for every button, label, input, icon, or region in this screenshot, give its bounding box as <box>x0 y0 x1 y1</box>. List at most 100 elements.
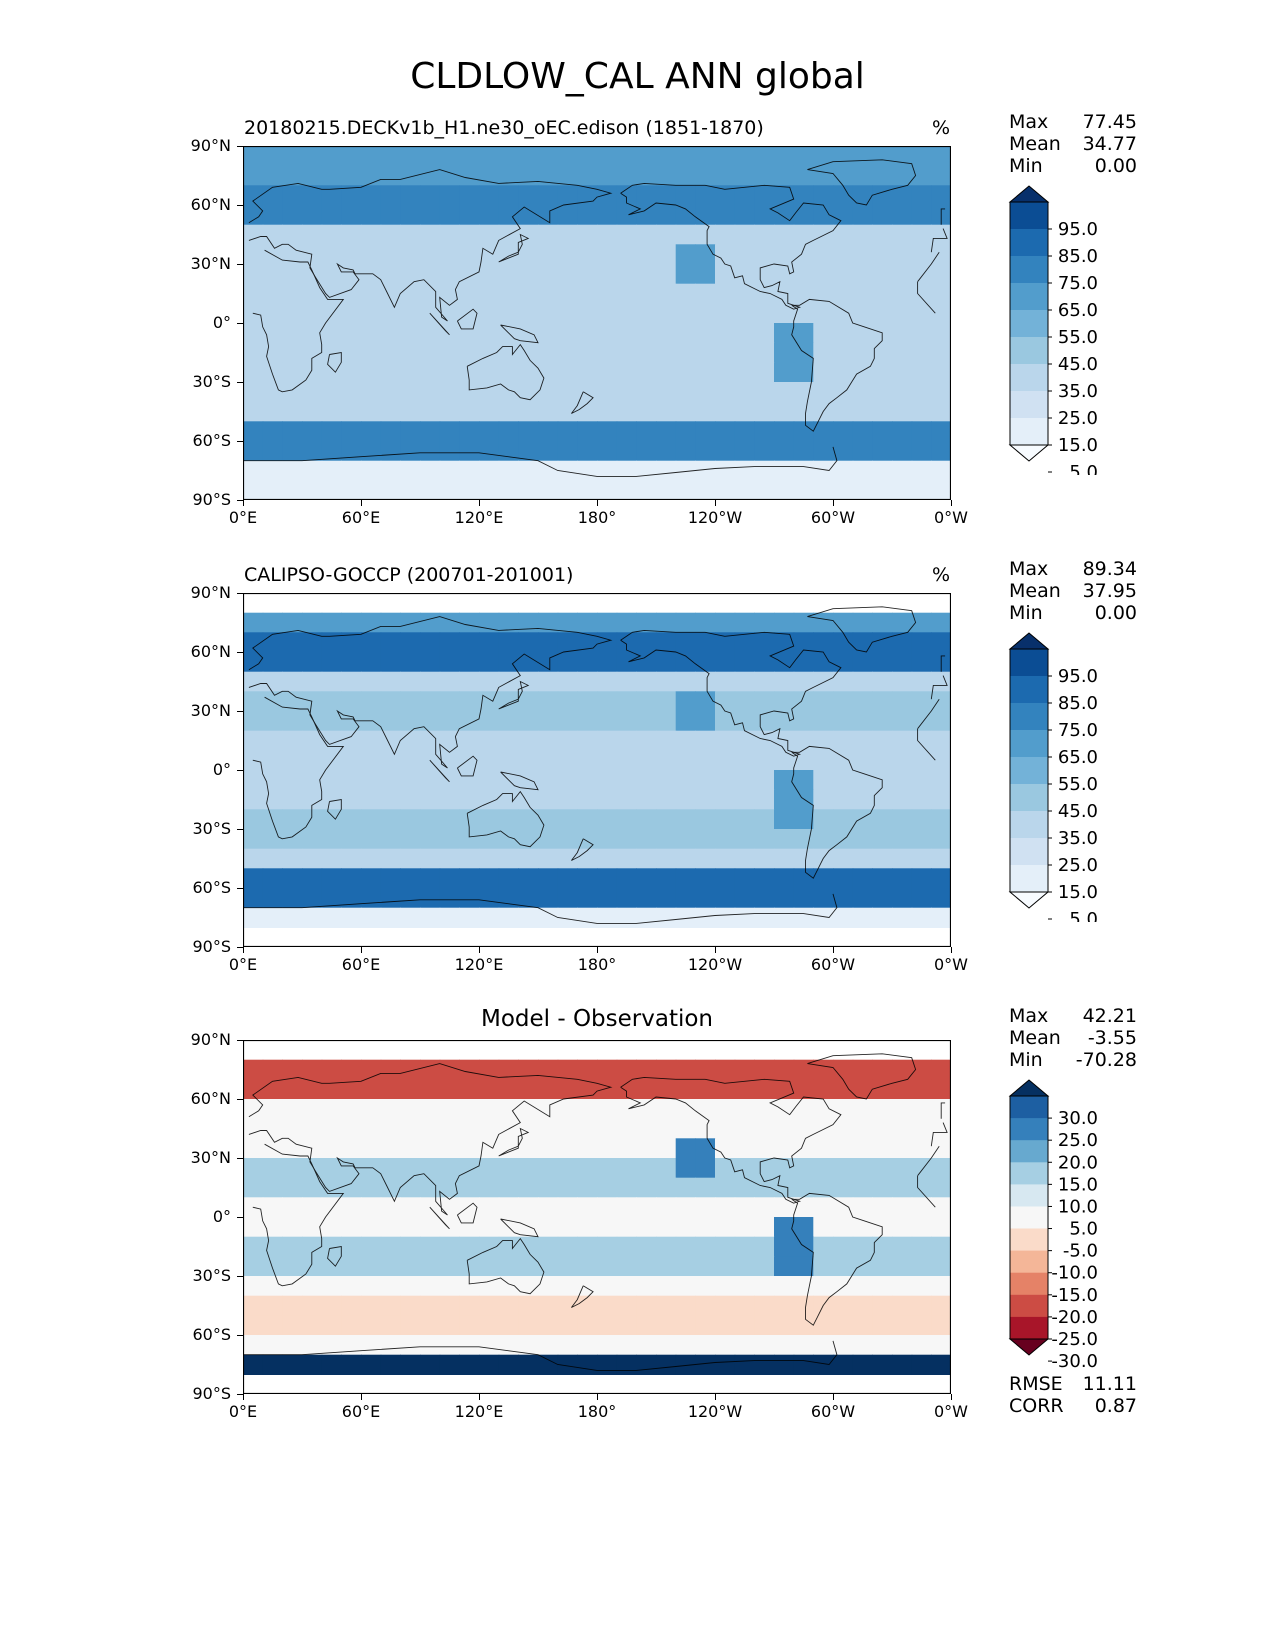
map-cell <box>872 789 893 810</box>
x-tick-mark <box>597 947 598 953</box>
map-cell <box>498 264 519 285</box>
map-cell <box>380 730 401 751</box>
x-tick-mark <box>243 500 244 506</box>
map-cell <box>420 1138 441 1159</box>
map-cell <box>321 1315 342 1336</box>
map-cell <box>833 1099 854 1120</box>
map-cell <box>459 1197 480 1218</box>
map-cell <box>400 1335 421 1356</box>
map-cell <box>793 362 814 383</box>
map-cell <box>459 342 480 363</box>
map-cell <box>400 652 421 673</box>
map-cell <box>813 362 834 383</box>
map-cell <box>420 401 441 422</box>
colorbar-label: 35.0 <box>1058 828 1098 849</box>
map-cell <box>479 382 500 403</box>
map-cell <box>498 888 519 909</box>
map-cell <box>695 632 716 653</box>
map-cell <box>931 888 951 909</box>
map-cell <box>754 323 775 344</box>
colorbar-extend-bottom <box>1008 891 1050 909</box>
y-tick-label: 0° <box>212 313 231 332</box>
map-cell <box>774 848 795 869</box>
map-cell <box>439 323 460 344</box>
map-cell <box>695 1099 716 1120</box>
map-cell <box>715 652 736 673</box>
map-cell <box>420 711 441 732</box>
map-cell <box>656 1354 677 1375</box>
map-cell <box>813 809 834 830</box>
map-cell <box>695 1354 716 1375</box>
map-cell <box>852 789 873 810</box>
map-cell <box>656 401 677 422</box>
map-cell <box>302 789 323 810</box>
map-cell <box>695 205 716 226</box>
map-cell <box>262 1236 283 1257</box>
map-cell <box>892 1138 913 1159</box>
map-cell <box>892 421 913 442</box>
map-cell <box>734 770 755 791</box>
map-cell <box>518 1158 539 1179</box>
map-cell <box>911 809 932 830</box>
map-cell <box>656 770 677 791</box>
map-cell <box>518 303 539 324</box>
map-cell <box>341 1315 362 1336</box>
map-cell <box>361 1335 382 1356</box>
map-cell <box>715 691 736 712</box>
map-cell <box>518 1236 539 1257</box>
map-cell <box>675 460 696 481</box>
map-cell <box>931 185 951 206</box>
map-cell <box>675 264 696 285</box>
y-tick-mark <box>237 1276 243 1277</box>
map-cell <box>872 460 893 481</box>
map-cell <box>813 480 834 500</box>
map-cell <box>262 480 283 500</box>
map-cell <box>341 632 362 653</box>
map-cell <box>282 165 303 186</box>
map-cell <box>597 362 618 383</box>
map-cell <box>892 1276 913 1297</box>
panel-3-error-stats: RMSE 11.11 CORR 0.87 <box>1009 1373 1137 1417</box>
stat-label: Mean <box>1009 133 1061 155</box>
colorbar-swatch <box>1010 229 1048 257</box>
map-cell <box>262 789 283 810</box>
map-cell <box>656 224 677 245</box>
map-cell <box>715 711 736 732</box>
map-cell <box>498 382 519 403</box>
map-cell <box>459 303 480 324</box>
map-cell <box>380 848 401 869</box>
map-cell <box>754 205 775 226</box>
map-cell <box>833 401 854 422</box>
map-cell <box>833 632 854 653</box>
map-cell <box>892 789 913 810</box>
map-cell <box>439 770 460 791</box>
map-cell <box>400 1354 421 1375</box>
map-cell <box>538 480 559 500</box>
map-cell <box>341 264 362 285</box>
map-cell <box>872 441 893 462</box>
map-cell <box>341 1236 362 1257</box>
coastline <box>791 298 883 432</box>
map-cell <box>262 185 283 206</box>
map-cell <box>557 1354 578 1375</box>
map-cell <box>911 1295 932 1316</box>
map-cell <box>813 730 834 751</box>
map-cell <box>852 1236 873 1257</box>
map-cell <box>774 730 795 751</box>
map-cell <box>341 323 362 344</box>
map-cell <box>734 1079 755 1100</box>
map-cell <box>852 1276 873 1297</box>
map-cell <box>361 888 382 909</box>
coastline <box>917 251 940 282</box>
map-cell <box>341 770 362 791</box>
map-cell <box>321 848 342 869</box>
map-cell <box>754 829 775 850</box>
y-tick-label: 30°N <box>190 1148 231 1167</box>
map-cell <box>793 711 814 732</box>
map-cell <box>341 907 362 928</box>
map-cell <box>931 1177 951 1198</box>
map-cell <box>439 480 460 500</box>
map-cell <box>715 632 736 653</box>
map-cell <box>813 1335 834 1356</box>
map-cell <box>656 1197 677 1218</box>
